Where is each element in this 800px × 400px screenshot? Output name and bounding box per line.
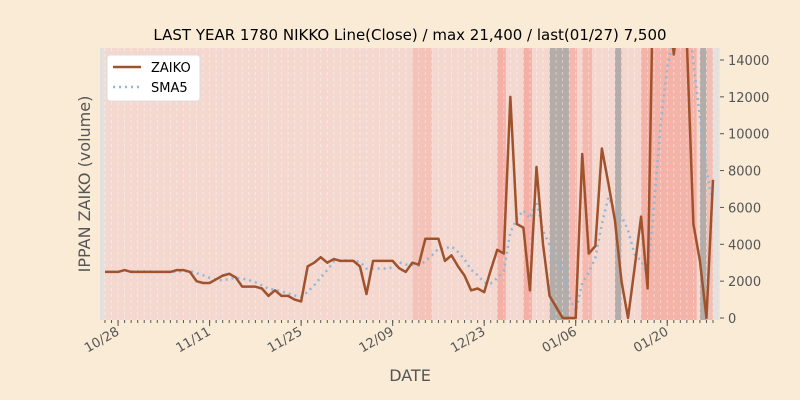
- y-tick-label: 14000: [728, 54, 769, 69]
- zaiko-line: [105, 48, 715, 320]
- background-band: [523, 48, 532, 320]
- series-lines: [105, 48, 715, 320]
- background-band: [497, 48, 506, 320]
- background-band: [582, 48, 593, 320]
- x-axis-label: DATE: [389, 366, 431, 385]
- x-tick-label: 11/25: [265, 324, 305, 356]
- chart-title: LAST YEAR 1780 NIKKO Line(Close) / max 2…: [153, 26, 667, 44]
- legend-label-zaiko: ZAIKO: [151, 61, 191, 76]
- background-band: [412, 48, 432, 320]
- legend-label-sma5: SMA5: [151, 81, 188, 96]
- y-tick-label: 2000: [728, 275, 761, 290]
- x-tick-label: 12/23: [448, 324, 488, 356]
- background-band: [706, 48, 713, 320]
- y-tick-label: 8000: [728, 165, 761, 180]
- legend: ZAIKO SMA5: [106, 54, 201, 102]
- sma5-line: [131, 48, 715, 316]
- background-band: [614, 48, 622, 320]
- x-tick-label: 11/11: [174, 324, 214, 356]
- x-tick-label: 01/20: [631, 324, 671, 356]
- y-tick-label: 10000: [728, 128, 769, 143]
- background-band: [713, 48, 720, 320]
- y-tick-label: 4000: [728, 238, 761, 253]
- y-axis-label: IPPAN ZAIKO (volume): [75, 96, 94, 273]
- x-tick-label: 10/28: [82, 324, 122, 356]
- x-tick-label: 01/06: [540, 324, 580, 356]
- y-tick-label: 12000: [728, 91, 769, 106]
- background-band: [100, 48, 105, 320]
- background-band: [569, 48, 578, 320]
- background-band: [699, 48, 707, 320]
- x-tick-label: 12/09: [357, 324, 397, 356]
- y-tick-label: 0: [728, 312, 736, 327]
- background-band: [549, 48, 570, 320]
- y-tick-label: 6000: [728, 201, 761, 216]
- background-bands: [100, 48, 720, 320]
